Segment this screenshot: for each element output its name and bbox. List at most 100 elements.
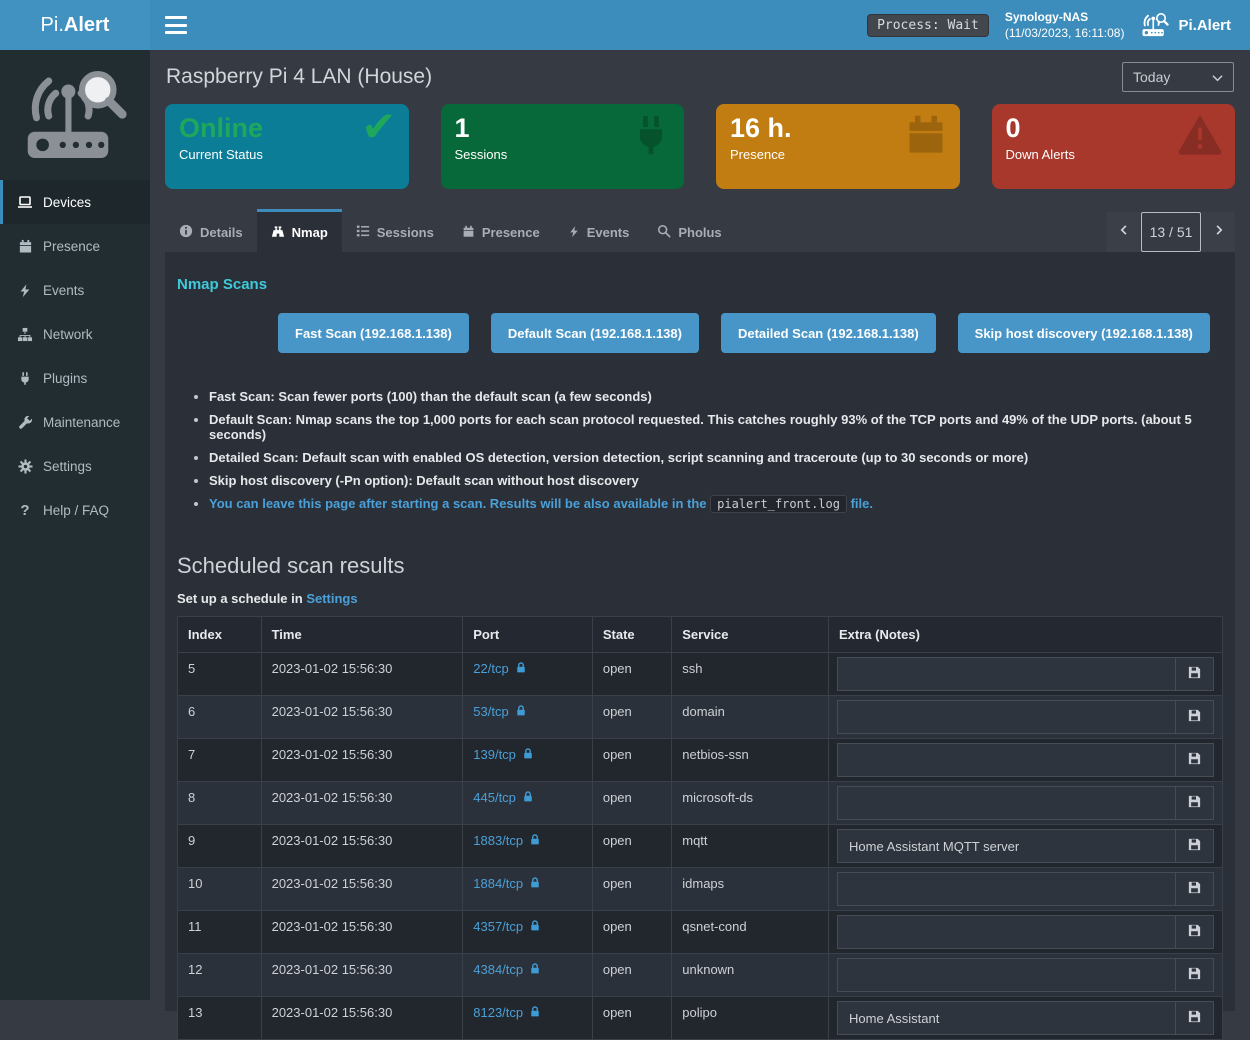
tab-label: Details <box>200 225 243 240</box>
tab-details[interactable]: Details <box>165 209 257 252</box>
card-value: 16 h. <box>730 113 792 143</box>
cell-index: 13 <box>177 996 262 1040</box>
cell-port: 4357/tcp <box>462 910 593 954</box>
table-row: 10 2023-01-02 15:56:30 1884/tcp open idm… <box>177 867 1223 911</box>
sidebar-item-presence[interactable]: Presence <box>0 224 150 268</box>
default-scan-button[interactable]: Default Scan (192.168.1.138) <box>490 313 699 353</box>
cell-state: open <box>591 910 673 954</box>
note-input[interactable] <box>838 873 1175 905</box>
note-input[interactable] <box>838 916 1175 948</box>
card-current-status[interactable]: Online Current Status ✔ <box>165 104 409 189</box>
port-link[interactable]: 4357/tcp <box>473 919 524 934</box>
port-link[interactable]: 4384/tcp <box>473 962 524 977</box>
card-value: Online <box>179 113 264 143</box>
cell-state: open <box>591 695 673 739</box>
cell-time: 2023-01-02 15:56:30 <box>260 824 464 868</box>
port-link[interactable]: 53/tcp <box>473 704 509 719</box>
host-name: Synology-NAS <box>1004 9 1089 24</box>
sidebar-item-events[interactable]: Events <box>0 268 150 312</box>
save-note-button[interactable] <box>1175 959 1213 991</box>
cell-index: 10 <box>177 867 262 911</box>
cell-notes <box>828 867 1223 911</box>
card-value: 0 <box>1005 113 1021 143</box>
navbar-brand-label: Pi.Alert <box>1178 16 1231 34</box>
cell-notes <box>828 824 1223 868</box>
save-icon <box>1187 751 1202 769</box>
cell-index: 9 <box>177 824 262 868</box>
app-logo[interactable]: Pi. Alert <box>0 0 150 50</box>
save-note-button[interactable] <box>1175 701 1213 733</box>
port-link[interactable]: 445/tcp <box>473 790 516 805</box>
sidebar-item-label: Presence <box>43 238 101 254</box>
sidebar-item-settings[interactable]: Settings <box>0 444 150 488</box>
cell-time: 2023-01-02 15:56:30 <box>260 781 464 825</box>
tab-sessions[interactable]: Sessions <box>342 209 448 252</box>
note-input[interactable] <box>838 658 1175 690</box>
save-icon <box>1187 708 1202 726</box>
settings-link[interactable]: Settings <box>306 591 358 606</box>
sidebar-item-plugins[interactable]: Plugins <box>0 356 150 400</box>
table-row: 13 2023-01-02 15:56:30 8123/tcp open pol… <box>177 996 1223 1040</box>
save-note-button[interactable] <box>1175 873 1213 905</box>
tab-events[interactable]: Events <box>554 209 644 252</box>
note-input[interactable] <box>838 959 1175 991</box>
hamburger-icon[interactable] <box>165 16 187 34</box>
save-note-button[interactable] <box>1175 744 1213 776</box>
table-row: 11 2023-01-02 15:56:30 4357/tcp open qsn… <box>177 910 1223 954</box>
save-note-button[interactable] <box>1175 830 1213 862</box>
cell-state: open <box>591 824 673 868</box>
tab-label: Presence <box>481 225 540 240</box>
bolt-icon <box>568 225 580 241</box>
card-label: Presence <box>730 147 785 163</box>
sidebar-item-label: Help / FAQ <box>43 502 110 518</box>
note-input[interactable] <box>838 1002 1175 1034</box>
next-device-button[interactable] <box>1202 212 1235 252</box>
sidebar-item-devices[interactable]: Devices <box>0 180 150 224</box>
fast-scan-button[interactable]: Fast Scan (192.168.1.138) <box>278 313 469 353</box>
cell-service: unknown <box>671 953 829 997</box>
cell-port: 22/tcp <box>462 652 593 696</box>
router-search-icon <box>1140 12 1170 38</box>
tab-presence[interactable]: Presence <box>448 209 554 252</box>
save-note-button[interactable] <box>1175 787 1213 819</box>
save-note-button[interactable] <box>1175 916 1213 948</box>
sidebar-item-network[interactable]: Network <box>0 312 150 356</box>
search-icon <box>657 224 671 241</box>
card-sessions[interactable]: 1 Sessions <box>440 104 684 189</box>
bullet-skip-host-discovery: Skip host discovery (-Pn option): Defaul… <box>209 473 1223 488</box>
laptop-icon <box>16 194 34 210</box>
card-presence[interactable]: 16 h. Presence <box>716 104 960 189</box>
port-link[interactable]: 22/tcp <box>473 661 509 676</box>
skip-host-discovery-button[interactable]: Skip host discovery (192.168.1.138) <box>957 313 1210 353</box>
card-down-alerts[interactable]: 0 Down Alerts <box>991 104 1235 189</box>
device-pager-count: 13 / 51 <box>1141 212 1201 252</box>
note-input[interactable] <box>838 744 1175 776</box>
sidebar-item-help[interactable]: ? Help / FAQ <box>0 488 150 532</box>
tab-pholus[interactable]: Pholus <box>643 209 735 252</box>
port-link[interactable]: 1883/tcp <box>473 833 524 848</box>
chevron-down-icon <box>1212 69 1223 85</box>
note-input[interactable] <box>838 787 1175 819</box>
card-label: Current Status <box>179 147 263 163</box>
cell-state: open <box>591 953 673 997</box>
sidebar-item-maintenance[interactable]: Maintenance <box>0 400 150 444</box>
tab-nmap[interactable]: Nmap <box>256 209 342 252</box>
time-range-select[interactable]: Today <box>1122 62 1234 92</box>
cell-service: microsoft-ds <box>671 781 829 825</box>
detailed-scan-button[interactable]: Detailed Scan (192.168.1.138) <box>720 313 936 353</box>
table-row: 12 2023-01-02 15:56:30 4384/tcp open unk… <box>177 953 1223 997</box>
note-input[interactable] <box>838 701 1175 733</box>
scan-descriptions: Fast Scan: Scan fewer ports (100) than t… <box>209 389 1223 513</box>
sitemap-icon <box>16 327 34 342</box>
prev-device-button[interactable] <box>1107 212 1140 252</box>
cell-state: open <box>591 867 673 911</box>
col-service: Service <box>671 616 829 653</box>
note-input[interactable] <box>838 830 1175 862</box>
save-note-button[interactable] <box>1175 658 1213 690</box>
save-note-button[interactable] <box>1175 1002 1213 1034</box>
port-link[interactable]: 1884/tcp <box>473 876 524 891</box>
cell-port: 1883/tcp <box>462 824 593 868</box>
port-link[interactable]: 8123/tcp <box>473 1005 524 1020</box>
sidebar-item-label: Devices <box>43 194 92 210</box>
port-link[interactable]: 139/tcp <box>473 747 516 762</box>
